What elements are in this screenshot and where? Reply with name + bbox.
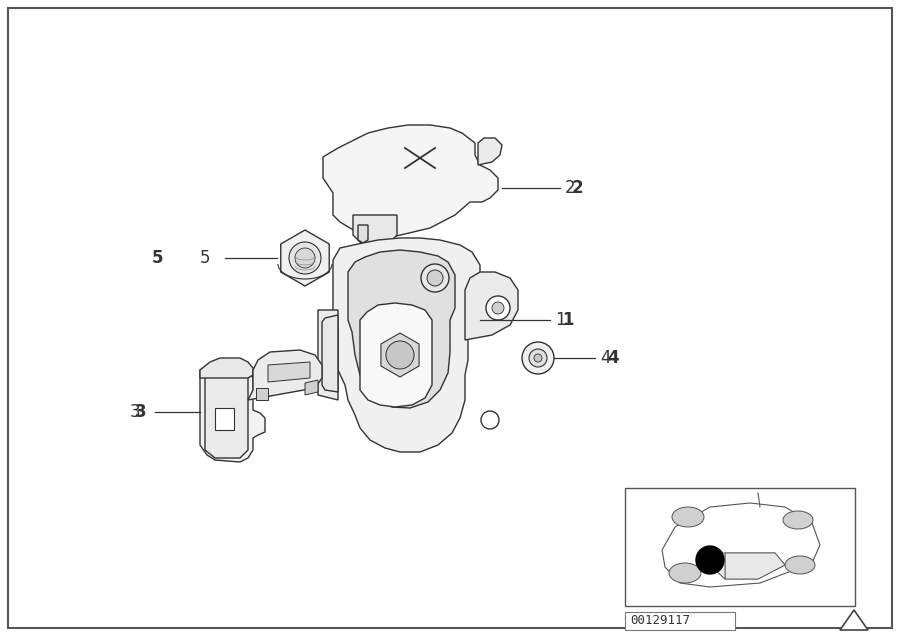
Text: 3: 3 (135, 403, 147, 421)
Polygon shape (478, 138, 502, 165)
Circle shape (295, 248, 315, 268)
Circle shape (534, 354, 542, 362)
Circle shape (289, 242, 321, 274)
Polygon shape (318, 310, 338, 400)
Circle shape (529, 349, 547, 367)
Text: 1: 1 (562, 311, 573, 329)
Text: 00129117: 00129117 (630, 614, 690, 628)
Polygon shape (465, 272, 518, 340)
Polygon shape (322, 315, 338, 392)
Polygon shape (256, 388, 268, 400)
Polygon shape (712, 553, 785, 579)
Circle shape (696, 546, 724, 574)
FancyBboxPatch shape (8, 8, 892, 628)
FancyBboxPatch shape (625, 612, 735, 630)
Polygon shape (353, 215, 397, 245)
Polygon shape (662, 503, 820, 587)
Polygon shape (200, 358, 253, 378)
Text: 1: 1 (555, 311, 565, 329)
Text: 2: 2 (565, 179, 576, 197)
Ellipse shape (669, 563, 701, 583)
Polygon shape (348, 250, 455, 408)
Polygon shape (281, 230, 329, 286)
Polygon shape (725, 553, 785, 579)
Text: 5: 5 (152, 249, 164, 267)
Ellipse shape (672, 507, 704, 527)
FancyBboxPatch shape (625, 488, 855, 606)
Ellipse shape (783, 511, 813, 529)
Circle shape (486, 296, 510, 320)
Circle shape (421, 264, 449, 292)
Text: 4: 4 (607, 349, 618, 367)
Text: 5: 5 (200, 249, 210, 267)
Circle shape (522, 342, 554, 374)
Polygon shape (381, 333, 419, 377)
Circle shape (492, 302, 504, 314)
Text: 4: 4 (600, 349, 610, 367)
Polygon shape (248, 350, 322, 400)
Circle shape (427, 270, 443, 286)
Polygon shape (708, 553, 725, 579)
Polygon shape (358, 225, 368, 243)
Ellipse shape (785, 556, 815, 574)
Circle shape (386, 341, 414, 369)
Polygon shape (840, 610, 868, 630)
Polygon shape (200, 362, 265, 462)
Polygon shape (323, 125, 498, 238)
Circle shape (481, 411, 499, 429)
Polygon shape (215, 408, 234, 430)
Polygon shape (205, 365, 248, 458)
Polygon shape (305, 380, 318, 395)
Text: 2: 2 (572, 179, 583, 197)
Polygon shape (268, 362, 310, 382)
Text: 3: 3 (130, 403, 140, 421)
Polygon shape (333, 238, 480, 452)
Polygon shape (360, 303, 432, 407)
